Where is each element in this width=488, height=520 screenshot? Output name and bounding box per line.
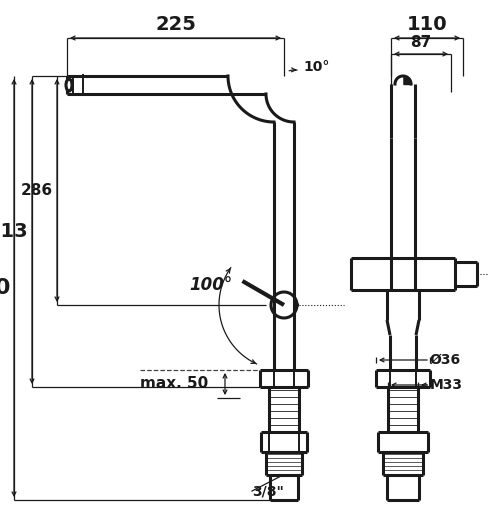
Ellipse shape [66,79,72,91]
Text: 225: 225 [155,15,196,34]
Text: M33: M33 [429,378,462,392]
Text: 87: 87 [409,35,431,50]
Text: 286: 286 [21,183,53,198]
Text: 10°: 10° [303,60,329,74]
Text: 510: 510 [0,278,11,298]
Text: Ø36: Ø36 [429,353,460,367]
Text: 313: 313 [0,222,28,241]
Text: 3/8": 3/8" [251,485,284,499]
Text: 110: 110 [406,15,447,34]
Text: 100°: 100° [189,276,232,294]
Text: max. 50: max. 50 [140,376,208,392]
